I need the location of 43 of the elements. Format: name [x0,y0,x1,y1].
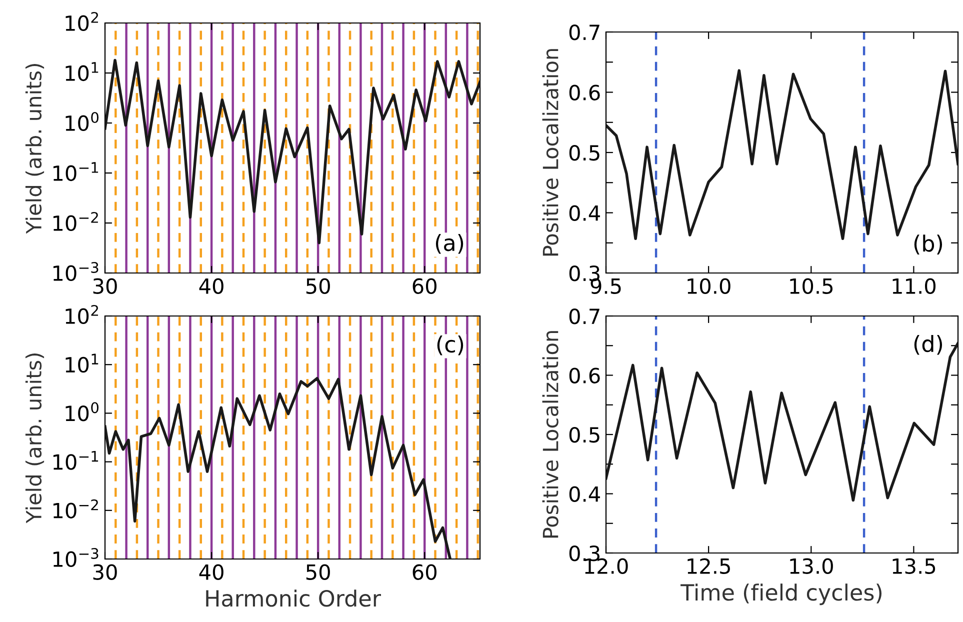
x-tick-label: 30 [93,564,117,580]
y-axis-title: Positive Localization [542,49,558,256]
y-axis-title: Yield (arb. units) [25,354,44,524]
x-axis-title: Time (field cycles) [680,584,882,606]
y-axis-title: Positive Localization [542,331,558,538]
x-tick-label: 60 [412,564,436,580]
annotation: (c) [437,335,464,356]
x-tick-label: 50 [306,564,330,580]
x-axis-title: Harmonic Order [206,590,382,607]
y-tick-label: 0.6 [569,368,600,384]
y-tick-label: 10$^{0}$ [66,112,98,132]
y-tick-label: 10$^{2}$ [66,12,98,32]
annotation: (d) [914,334,942,355]
y-tick-label: 0.5 [569,144,600,161]
y-tick-label: 0.4 [569,486,600,502]
y-tick-label: 10$^{−1}$ [53,450,98,470]
x-tick-label: 30 [93,278,117,294]
y-tick-label: 10$^{0}$ [66,402,98,422]
x-tick-label: 60 [412,278,436,294]
y-tick-label: 10$^{−1}$ [53,162,98,182]
y-tick-label: 10$^{2}$ [66,304,98,324]
line-series [105,377,452,559]
x-tick-label: 13.5 [892,558,936,574]
y-tick-label: 0.4 [569,205,600,221]
y-axis-title: Yield (arb. units) [25,64,44,234]
y-tick-label: 0.6 [569,84,600,100]
x-tick-label: 10.5 [790,278,832,294]
y-tick-label: 10$^{1}$ [66,62,98,82]
annotation: (b) [914,234,942,254]
y-tick-label: 10$^{−2}$ [53,499,98,518]
x-tick-label: 10.0 [688,278,730,294]
x-tick-label: 40 [199,564,224,580]
x-tick-label: 12.5 [688,558,730,574]
x-tick-label: 11.0 [892,278,936,294]
x-tick-label: 40 [199,278,224,294]
y-tick-label: 0.5 [569,426,600,443]
y-tick-label: 0.7 [569,308,600,324]
y-tick-label: 10$^{1}$ [66,354,98,373]
annotation: (a) [436,234,464,254]
y-tick-label: 0.7 [569,24,600,40]
y-tick-label: 10$^{−2}$ [53,212,98,232]
x-tick-label: 50 [306,278,330,294]
x-tick-label: 13.0 [790,558,833,574]
